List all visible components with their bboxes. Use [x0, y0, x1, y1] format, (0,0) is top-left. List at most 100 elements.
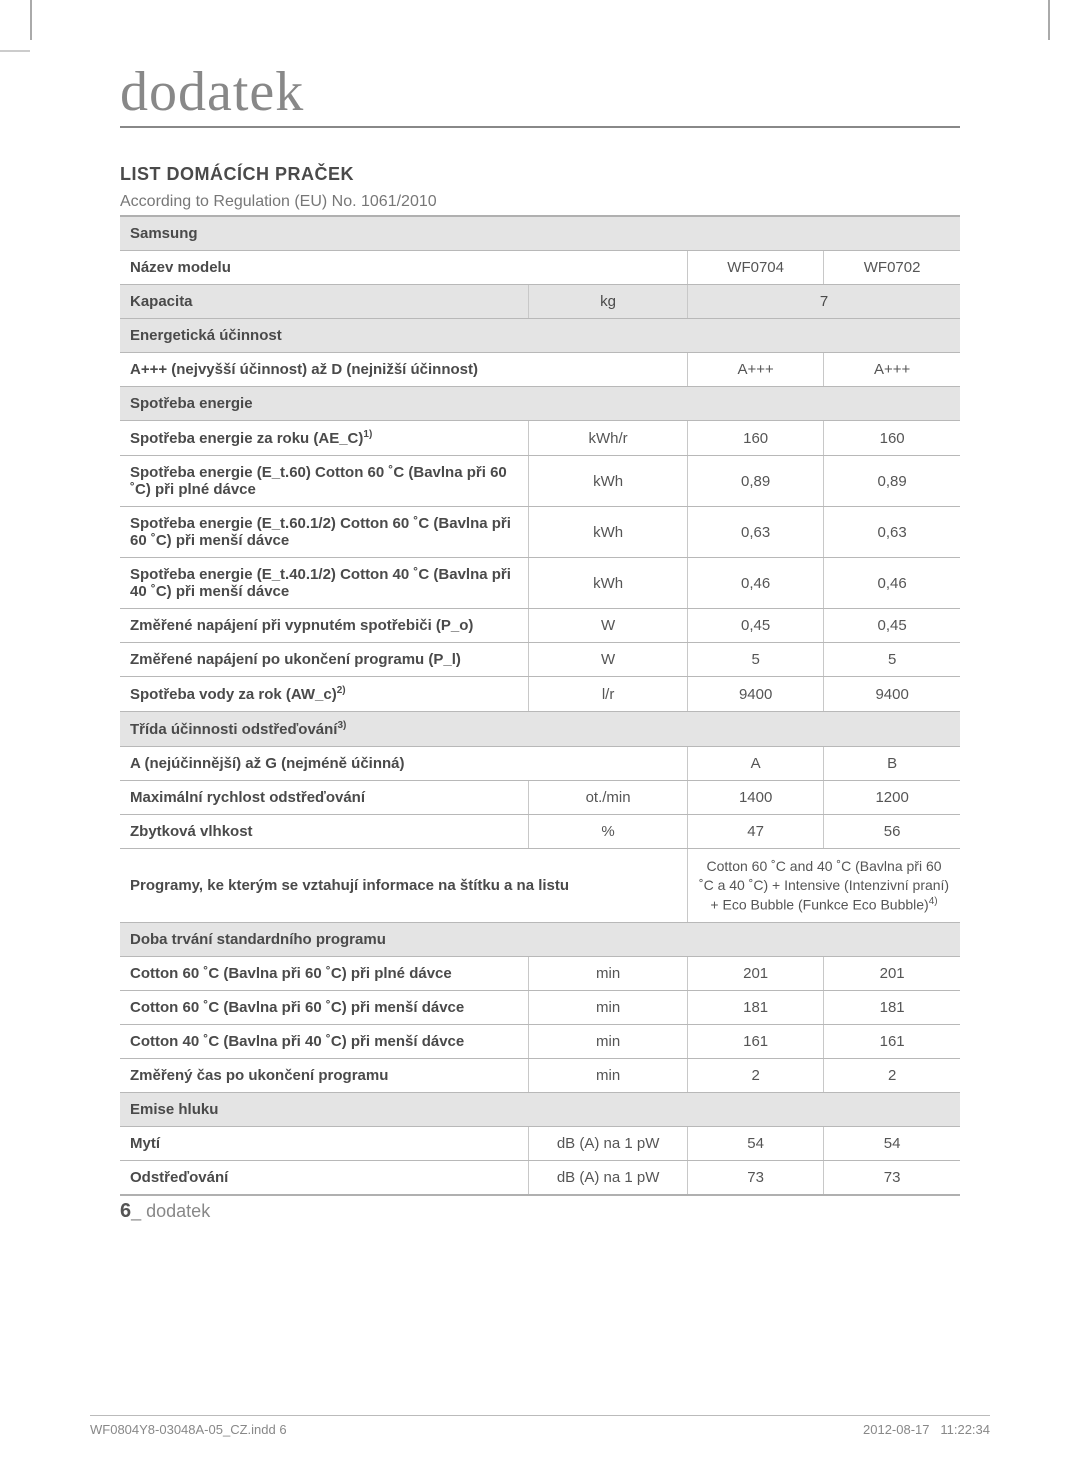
- row-value: A: [688, 747, 824, 781]
- row-value: A+++: [824, 353, 960, 387]
- table-row: Spotřeba energie za roku (AE_C)1) kWh/r …: [120, 421, 960, 456]
- table-row: A+++ (nejvyšší účinnost) až D (nejnižší …: [120, 353, 960, 387]
- row-value: 5: [824, 643, 960, 677]
- table-row: Spotřeba energie (E_t.40.1/2) Cotton 40 …: [120, 558, 960, 609]
- footer-label: _ dodatek: [131, 1201, 210, 1221]
- row-value: 0,45: [824, 609, 960, 643]
- page-number: 6: [120, 1200, 131, 1222]
- table-row: A (nejúčinnější) až G (nejméně účinná) A…: [120, 747, 960, 781]
- table-row: Samsung: [120, 216, 960, 251]
- row-label: Změřený čas po ukončení programu: [120, 1059, 529, 1093]
- row-unit: kg: [529, 285, 688, 319]
- row-label: Změřené napájení po ukončení programu (P…: [120, 643, 529, 677]
- brand-label: Samsung: [120, 216, 960, 251]
- row-value: 9400: [824, 677, 960, 712]
- print-mark: WF0804Y8-03048A-05_CZ.indd 6 2012-08-17 …: [90, 1415, 990, 1437]
- row-label: Spotřeba energie za roku (AE_C)1): [120, 421, 529, 456]
- row-label: Spotřeba energie (E_t.60.1/2) Cotton 60 …: [120, 507, 529, 558]
- section-label: Doba trvání standardního programu: [120, 923, 960, 957]
- table-section: Energetická účinnost: [120, 319, 960, 353]
- table-row: Programy, ke kterým se vztahují informac…: [120, 849, 960, 923]
- row-label: Kapacita: [120, 285, 529, 319]
- row-label: Cotton 60 ˚C (Bavlna při 60 ˚C) při menš…: [120, 991, 529, 1025]
- row-value: 181: [824, 991, 960, 1025]
- row-value: 0,45: [688, 609, 824, 643]
- row-value: 0,63: [824, 507, 960, 558]
- row-value: 160: [824, 421, 960, 456]
- crop-mark: [1048, 0, 1050, 40]
- row-value: 54: [688, 1127, 824, 1161]
- section-label: Spotřeba energie: [120, 387, 960, 421]
- row-value: WF0702: [824, 251, 960, 285]
- row-value: 9400: [688, 677, 824, 712]
- spec-table: Samsung Název modelu WF0704 WF0702 Kapac…: [120, 215, 960, 1196]
- print-file: WF0804Y8-03048A-05_CZ.indd 6: [90, 1422, 287, 1437]
- row-value: 54: [824, 1127, 960, 1161]
- row-label: Název modelu: [120, 251, 688, 285]
- row-value: WF0704: [688, 251, 824, 285]
- row-unit: min: [529, 1059, 688, 1093]
- row-value: 73: [688, 1161, 824, 1196]
- row-value: 1200: [824, 781, 960, 815]
- row-value: Cotton 60 ˚C and 40 ˚C (Bavlna při 60 ˚C…: [688, 849, 960, 923]
- row-unit: %: [529, 815, 688, 849]
- row-unit: min: [529, 1025, 688, 1059]
- table-row: Zbytková vlhkost % 47 56: [120, 815, 960, 849]
- row-value: 1400: [688, 781, 824, 815]
- table-row: Kapacita kg 7: [120, 285, 960, 319]
- section-heading: LIST DOMÁCÍCH PRAČEK: [120, 164, 960, 185]
- row-value: 0,89: [824, 456, 960, 507]
- row-value: 5: [688, 643, 824, 677]
- row-value: 160: [688, 421, 824, 456]
- row-unit: min: [529, 957, 688, 991]
- table-row: Spotřeba energie (E_t.60) Cotton 60 ˚C (…: [120, 456, 960, 507]
- row-value: 0,46: [688, 558, 824, 609]
- section-label: Emise hluku: [120, 1093, 960, 1127]
- row-label: Maximální rychlost odstřeďování: [120, 781, 529, 815]
- table-row: Spotřeba vody za rok (AW_c)2) l/r 9400 9…: [120, 677, 960, 712]
- row-unit: W: [529, 609, 688, 643]
- row-value: 56: [824, 815, 960, 849]
- row-value: 161: [688, 1025, 824, 1059]
- regulation-text: According to Regulation (EU) No. 1061/20…: [120, 193, 960, 211]
- table-row: Cotton 60 ˚C (Bavlna při 60 ˚C) při plné…: [120, 957, 960, 991]
- table-section: Emise hluku: [120, 1093, 960, 1127]
- row-unit: kWh: [529, 456, 688, 507]
- page-footer: 6_ dodatek: [120, 1200, 210, 1223]
- row-label: Cotton 40 ˚C (Bavlna při 40 ˚C) při menš…: [120, 1025, 529, 1059]
- table-section: Spotřeba energie: [120, 387, 960, 421]
- row-value: 161: [824, 1025, 960, 1059]
- row-label: A+++ (nejvyšší účinnost) až D (nejnižší …: [120, 353, 688, 387]
- row-label: Spotřeba vody za rok (AW_c)2): [120, 677, 529, 712]
- row-value: 201: [688, 957, 824, 991]
- row-label: Mytí: [120, 1127, 529, 1161]
- row-label: Spotřeba energie (E_t.60) Cotton 60 ˚C (…: [120, 456, 529, 507]
- row-value: 47: [688, 815, 824, 849]
- table-row: Změřené napájení po ukončení programu (P…: [120, 643, 960, 677]
- section-label: Energetická účinnost: [120, 319, 960, 353]
- section-label: Třída účinnosti odstřeďování3): [120, 712, 960, 747]
- row-label: Spotřeba energie (E_t.40.1/2) Cotton 40 …: [120, 558, 529, 609]
- row-unit: min: [529, 991, 688, 1025]
- row-value: 0,46: [824, 558, 960, 609]
- row-unit: ot./min: [529, 781, 688, 815]
- page-title: dodatek: [120, 60, 960, 128]
- row-value: 181: [688, 991, 824, 1025]
- row-value: 0,63: [688, 507, 824, 558]
- row-value: 7: [688, 285, 960, 319]
- table-row: Maximální rychlost odstřeďování ot./min …: [120, 781, 960, 815]
- print-timestamp: 2012-08-17 11:22:34: [863, 1422, 990, 1437]
- table-section: Doba trvání standardního programu: [120, 923, 960, 957]
- table-row: Mytí dB (A) na 1 pW 54 54: [120, 1127, 960, 1161]
- row-unit: W: [529, 643, 688, 677]
- row-unit: kWh: [529, 558, 688, 609]
- row-unit: dB (A) na 1 pW: [529, 1161, 688, 1196]
- row-label: Změřené napájení při vypnutém spotřebiči…: [120, 609, 529, 643]
- row-value: B: [824, 747, 960, 781]
- table-row: Název modelu WF0704 WF0702: [120, 251, 960, 285]
- row-value: 2: [824, 1059, 960, 1093]
- table-row: Změřený čas po ukončení programu min 2 2: [120, 1059, 960, 1093]
- row-label: Programy, ke kterým se vztahují informac…: [120, 849, 688, 923]
- row-label: A (nejúčinnější) až G (nejméně účinná): [120, 747, 688, 781]
- crop-mark: [30, 0, 32, 40]
